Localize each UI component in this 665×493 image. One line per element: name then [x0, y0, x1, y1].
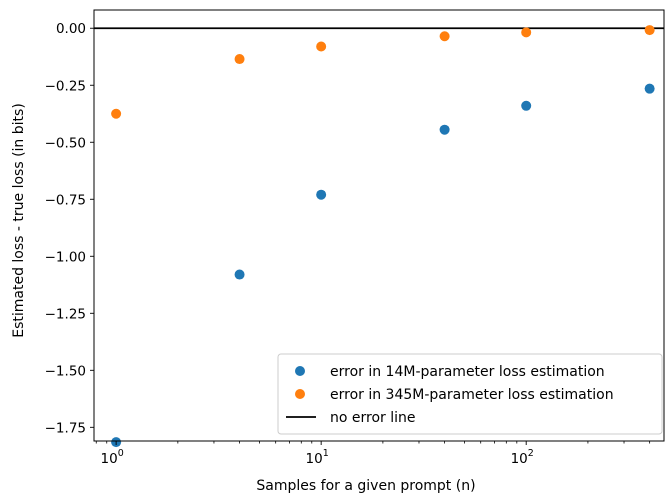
series-1-point: [439, 31, 450, 42]
y-tick-label: −1.50: [45, 363, 86, 379]
x-tick-label: 101: [306, 448, 329, 467]
y-tick-label: −1.25: [45, 306, 86, 322]
y-tick-label: 0.00: [56, 21, 86, 37]
legend: error in 14M-parameter loss estimation er…: [277, 353, 663, 435]
legend-entry-345m-label: error in 345M-parameter loss estimation: [330, 387, 614, 403]
y-axis-label: Estimated loss - true loss (in bits): [11, 103, 27, 338]
series-0-point: [439, 124, 450, 135]
series-0-point: [521, 100, 532, 111]
y-tick-label: −0.75: [45, 192, 86, 208]
y-axis-ticks: 0.00 −0.25 −0.50 −0.75 −1.00 −1.25 −1.50 −1.75: [45, 21, 94, 436]
y-tick-label: −0.25: [45, 78, 86, 94]
x-tick-label: 100: [101, 448, 124, 467]
legend-entry-345m-marker: [295, 389, 305, 399]
x-axis-ticks: 100 101 102: [101, 441, 534, 467]
y-tick-label: −0.50: [45, 135, 86, 151]
legend-entry-14m-marker: [295, 366, 305, 376]
series-1-point: [234, 54, 245, 65]
series-1-point: [521, 27, 532, 38]
plot-frame: [93, 9, 665, 442]
legend-entry-no-error-label: no error line: [330, 410, 416, 426]
x-axis-label: Samples for a given prompt (n): [256, 478, 475, 493]
x-tick-label: 102: [511, 448, 534, 467]
legend-box: [277, 353, 663, 435]
series-0-point: [316, 189, 327, 200]
series-1-point: [644, 25, 655, 36]
legend-entry-14m-label: error in 14M-parameter loss estimation: [330, 364, 605, 380]
data-points: [111, 25, 655, 448]
series-0-point: [644, 83, 655, 94]
series-0-point: [234, 269, 245, 280]
y-tick-label: −1.00: [45, 249, 86, 265]
y-tick-label: −1.75: [45, 420, 86, 436]
series-1-point: [316, 41, 327, 52]
series-1-point: [111, 108, 122, 119]
